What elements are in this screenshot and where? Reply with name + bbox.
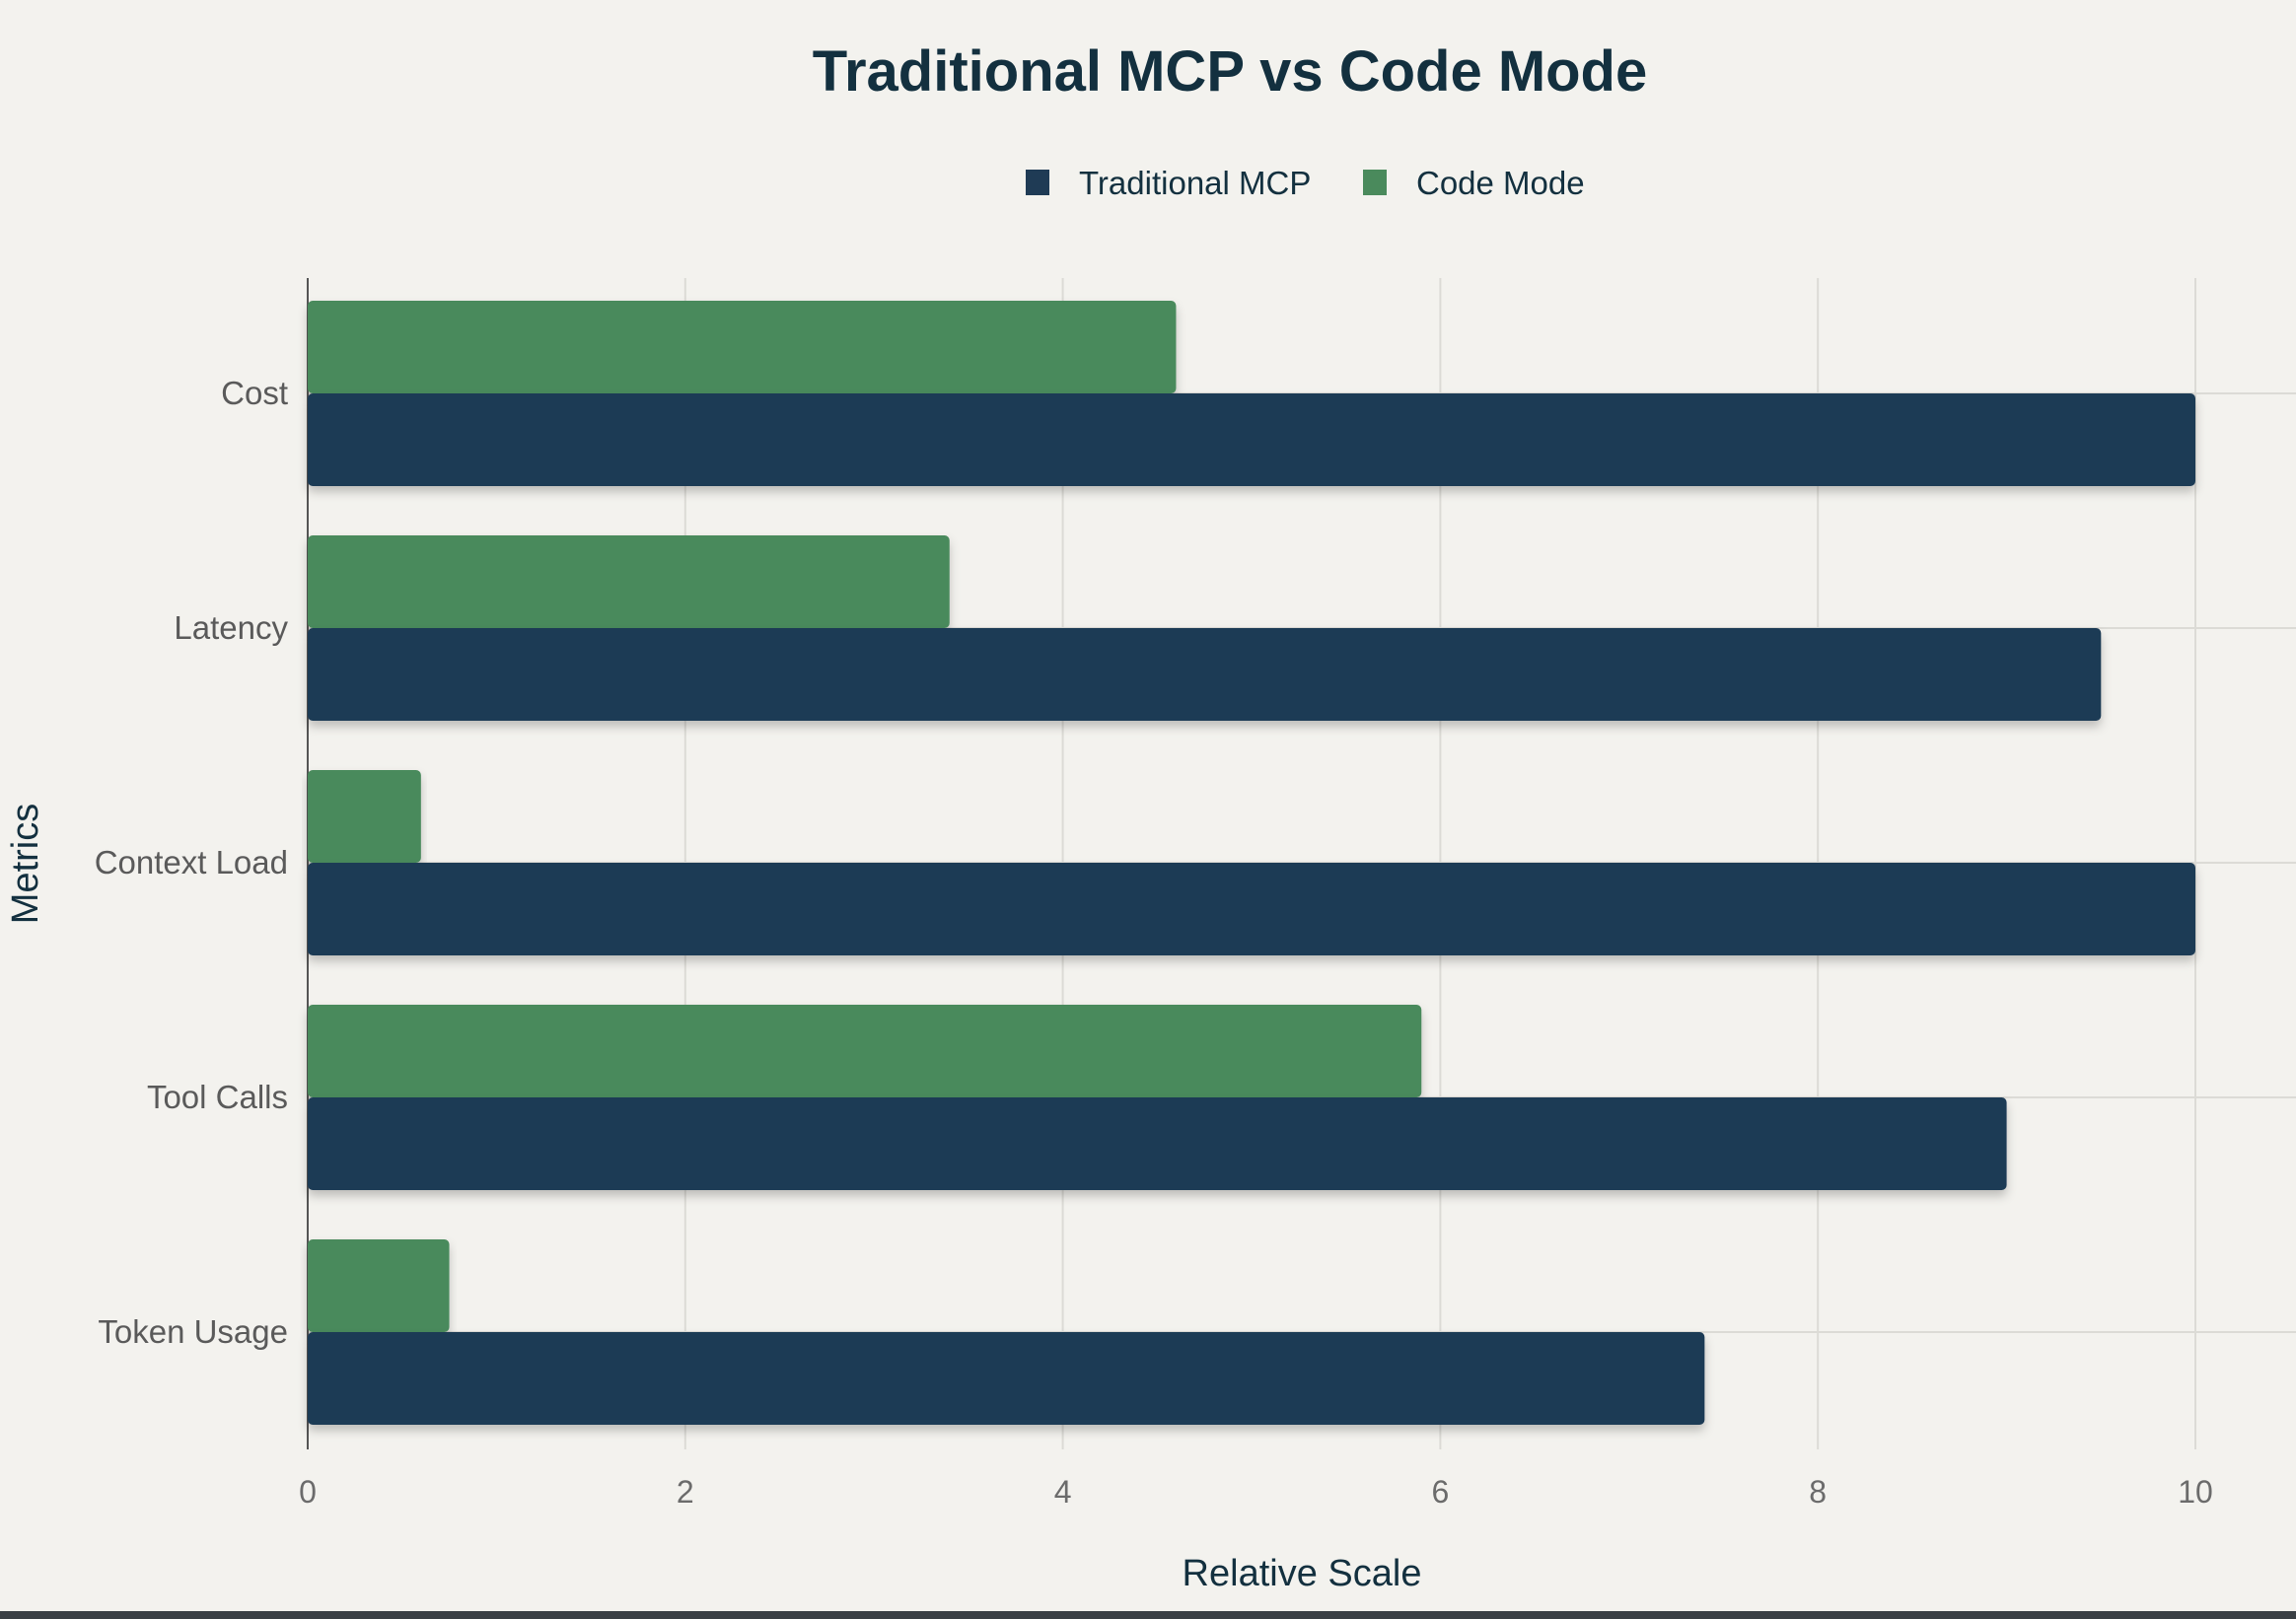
bar-code-mode (308, 301, 1177, 393)
x-axis-label: Relative Scale (1183, 1553, 1422, 1594)
bar-traditional-mcp (308, 628, 2102, 721)
y-tick-label: Latency (174, 609, 288, 646)
chart-title: Traditional MCP vs Code Mode (813, 39, 1648, 104)
legend-label: Code Mode (1416, 165, 1585, 201)
y-tick-label: Cost (221, 375, 288, 411)
x-tick-label: 6 (1432, 1474, 1450, 1510)
bars (308, 301, 2195, 1425)
legend-label: Traditional MCP (1079, 165, 1311, 201)
bar-code-mode (308, 770, 421, 863)
legend-swatch (1363, 170, 1387, 195)
x-axis-ticks: 0 2 4 6 8 10 (299, 1474, 2213, 1510)
bar-traditional-mcp (308, 863, 2195, 955)
x-tick-label: 0 (299, 1474, 317, 1510)
bar-code-mode (308, 1005, 1422, 1097)
x-tick-label: 8 (1809, 1474, 1827, 1510)
bar-traditional-mcp (308, 1332, 1705, 1425)
bar-traditional-mcp (308, 1097, 2007, 1190)
bar-traditional-mcp (308, 393, 2195, 486)
y-tick-label: Token Usage (98, 1313, 288, 1350)
x-tick-label: 2 (677, 1474, 694, 1510)
bar-code-mode (308, 535, 950, 628)
y-axis-labels: Cost Latency Context Load Tool Calls Token U… (95, 375, 289, 1350)
legend: Traditional MCP Code Mode (1026, 165, 1585, 201)
x-tick-label: 10 (2178, 1474, 2213, 1510)
window-bottom-edge (0, 1611, 2296, 1619)
x-tick-label: 4 (1054, 1474, 1072, 1510)
bar-code-mode (308, 1239, 450, 1332)
legend-swatch (1026, 170, 1049, 195)
y-tick-label: Context Load (95, 844, 288, 880)
y-tick-label: Tool Calls (147, 1079, 288, 1115)
y-axis-label: Metrics (5, 804, 46, 924)
